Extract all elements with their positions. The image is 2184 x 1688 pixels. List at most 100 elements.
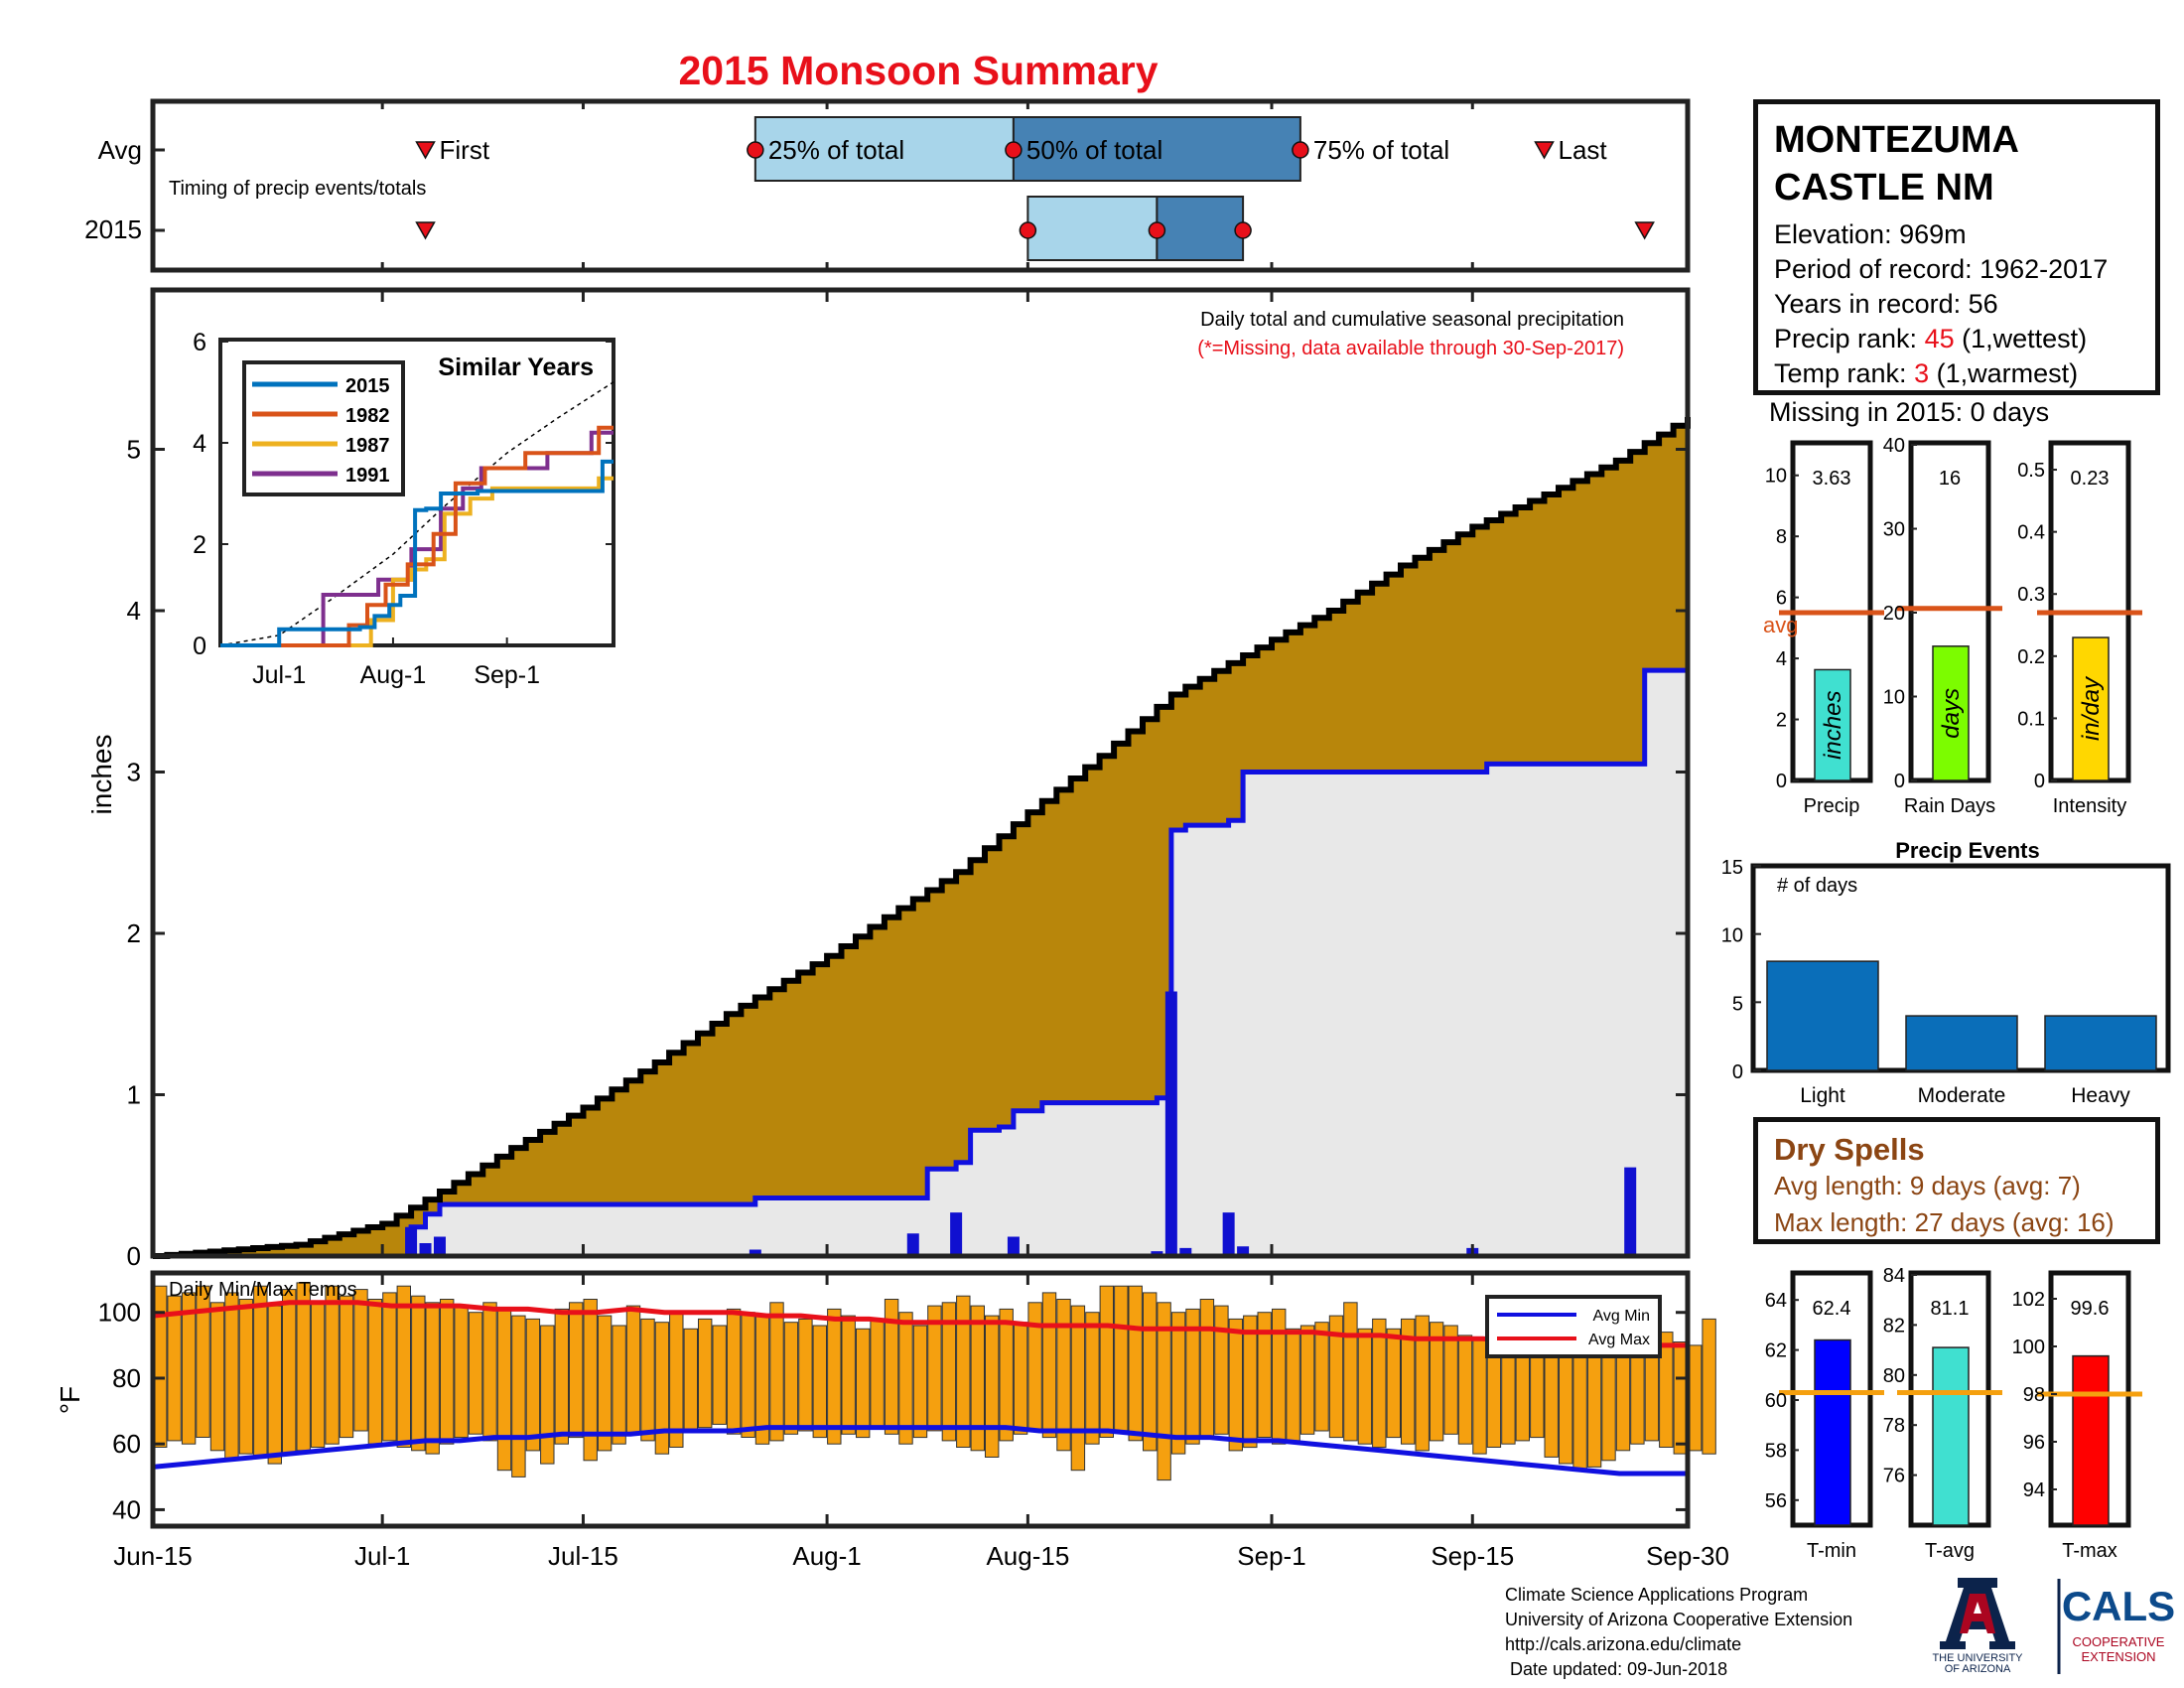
small-panel-tick-label: 0.5 — [2017, 460, 2045, 482]
date-axis-label: Sep-1 — [1237, 1541, 1305, 1571]
inset-title: Similar Years — [438, 353, 594, 381]
daily-temp-bar — [927, 1305, 942, 1432]
timing-label-last: Last — [1559, 135, 1608, 165]
daily-temp-bar — [1128, 1285, 1143, 1442]
daily-temp-bar — [1085, 1312, 1100, 1445]
timing-label-25: 25% of total — [768, 135, 904, 165]
legend-avg-min-label: Avg Min — [1592, 1308, 1650, 1325]
daily-temp-bar — [827, 1308, 842, 1445]
small-panel-value: 3.63 — [1813, 468, 1851, 490]
inset-ytick-label: 4 — [193, 430, 206, 458]
daily-precip-bar — [1624, 1167, 1637, 1256]
small-panel-tick-label: 62 — [1765, 1340, 1787, 1362]
station-name-line2: CASTLE NM — [1774, 167, 1994, 209]
small-panel-tick-label: 40 — [1883, 435, 1905, 457]
credit-line: Climate Science Applications Program — [1505, 1585, 1809, 1605]
precip-chart-note: (*=Missing, data available through 30-Se… — [1197, 338, 1624, 359]
cals-logo: CALS COOPERATIVE EXTENSION — [2057, 1579, 2174, 1674]
daily-temp-bar — [769, 1302, 784, 1442]
daily-precip-bar — [1179, 1247, 1192, 1256]
precip-events-bar — [2044, 1015, 2157, 1071]
quantile-marker — [1234, 221, 1252, 239]
small-panel-tick-label: 10 — [1765, 466, 1787, 488]
small-panel-tick-label: 80 — [1883, 1365, 1905, 1387]
small-panel-label: T-min — [1807, 1540, 1856, 1562]
daily-temp-bar — [209, 1302, 225, 1452]
station-elevation: Elevation: 969m — [1774, 219, 1967, 249]
small-panel-tick-label: 82 — [1883, 1315, 1905, 1336]
cals-logo-line2: EXTENSION — [2081, 1649, 2155, 1664]
daily-temp-bar — [654, 1322, 670, 1455]
daily-precip-bar — [433, 1236, 446, 1256]
daily-temp-bar — [1386, 1328, 1401, 1439]
inset-xtick-label: Sep-1 — [474, 661, 540, 689]
precip-ytick-label: 1 — [127, 1080, 141, 1110]
inset-series-line-2015 — [220, 459, 614, 647]
precip-events-tick-label: 15 — [1721, 857, 1743, 879]
daily-temp-bar — [1314, 1322, 1329, 1432]
daily-temp-bar — [540, 1325, 555, 1465]
precip-events-ylabel: # of days — [1777, 875, 1857, 897]
date-axis-label: Aug-1 — [792, 1541, 861, 1571]
temp-ytick-label: 100 — [98, 1298, 141, 1328]
daily-temp-bar — [167, 1295, 182, 1442]
small-panel-value: 0.23 — [2071, 468, 2110, 490]
small-panel-bar — [2072, 1354, 2110, 1526]
precip-events-tick-label: 5 — [1732, 993, 1743, 1015]
ua-logo-line1: THE UNIVERSITY — [1932, 1652, 2023, 1664]
daily-temp-bar — [382, 1292, 397, 1442]
inset-legend-label: 1987 — [345, 435, 390, 457]
daily-temp-bar — [1357, 1328, 1373, 1445]
daily-temp-bar — [1401, 1318, 1416, 1445]
legend-avg-max-label: Avg Max — [1588, 1332, 1650, 1348]
inset-xtick-label: Jul-1 — [252, 661, 306, 689]
event-marker-triangle — [415, 221, 436, 240]
daily-temp-bar — [956, 1295, 971, 1448]
small-panel-value: 62.4 — [1813, 1298, 1851, 1320]
timing-label-75: 75% of total — [1313, 135, 1449, 165]
small-panel-bar — [1932, 1346, 1970, 1526]
avg-min-line — [152, 1425, 1688, 1477]
daily-temp-bar — [1457, 1335, 1473, 1445]
daily-temp-bar — [1702, 1318, 1716, 1455]
chart-title: 2015 Monsoon Summary — [678, 48, 1159, 93]
small-panel-tick-label: 0.1 — [2017, 708, 2045, 730]
daily-temp-bar — [1299, 1325, 1315, 1435]
credits: Climate Science Applications Program Uni… — [1505, 1583, 1852, 1682]
precip-events-tick-label: 10 — [1721, 925, 1743, 947]
temp-rank-prefix: Temp rank: — [1774, 358, 1915, 388]
credit-line: http://cals.arizona.edu/climate — [1505, 1634, 1742, 1654]
precip-ytick-label: 4 — [127, 596, 141, 626]
daily-temp-bar — [1214, 1305, 1229, 1435]
small-panel-unit: in/day — [2078, 675, 2105, 741]
timing-row-label-avg: Avg — [98, 135, 142, 165]
small-panel-tick-label: 8 — [1776, 526, 1787, 548]
daily-temp-bar — [698, 1318, 713, 1429]
daily-temp-bar — [783, 1322, 799, 1435]
cals-logo-line1: COOPERATIVE — [2073, 1634, 2165, 1649]
timing-note: Timing of precip events/totals — [169, 178, 426, 200]
credit-line: Date updated: 09-Jun-2018 — [1505, 1659, 1728, 1679]
small-panel-tick-label: 4 — [1776, 648, 1787, 670]
daily-temp-bar — [425, 1302, 440, 1455]
daily-temp-bar — [1415, 1315, 1430, 1452]
temp-ytick-label: 60 — [112, 1429, 141, 1459]
daily-precip-bar — [405, 1226, 418, 1256]
small-panel-bar — [1814, 668, 1851, 781]
cals-logo-text: CALS — [2062, 1583, 2174, 1629]
daily-temp-bar — [525, 1318, 541, 1452]
daily-temp-bar — [985, 1315, 1000, 1458]
temp-ylabel: °F — [55, 1386, 85, 1414]
small-panel-bar — [1932, 645, 1970, 781]
small-panel-label: T-avg — [1925, 1540, 1975, 1562]
timing-label-first: First — [440, 135, 490, 165]
inset-ytick-label: 6 — [193, 329, 206, 356]
precip-ylabel: inches — [86, 735, 117, 815]
observed-cumulative-line — [153, 667, 1688, 1259]
inset-legend-label: 1991 — [345, 465, 390, 487]
daily-temp-bar — [798, 1318, 813, 1432]
avg-max-line — [152, 1300, 1688, 1348]
daily-temp-bar — [612, 1325, 626, 1445]
dry-spells-title: Dry Spells — [1774, 1132, 1925, 1167]
small-panel-bar — [2072, 636, 2110, 781]
